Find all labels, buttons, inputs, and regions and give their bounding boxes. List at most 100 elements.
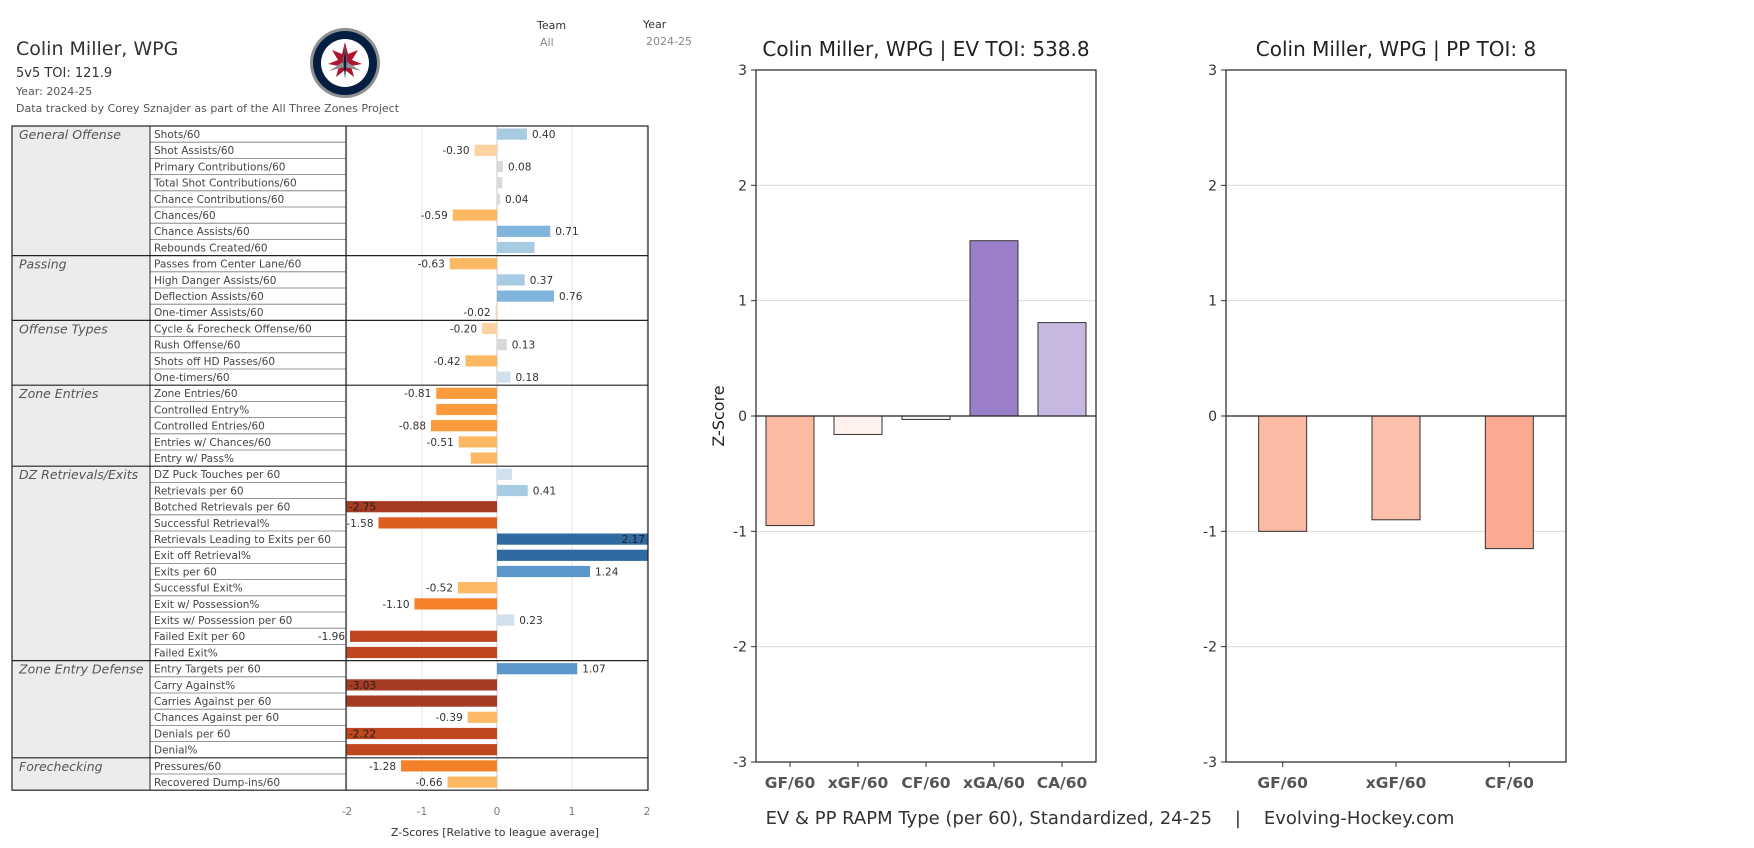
rapm-caption: EV & PP RAPM Type (per 60), Standardized… [765,808,1455,829]
player-title: Colin Miller, WPG [16,38,179,60]
metric-label: Carry Against% [154,680,235,692]
value-label: -1.28 [369,761,396,773]
y-tick-label: 3 [1208,63,1217,79]
metric-label: Chance Contributions/60 [154,194,284,206]
chart-title: Colin Miller, WPG | EV TOI: 538.8 [762,37,1089,61]
group-cell-zone-entries [12,385,150,467]
value-label: 0.08 [508,161,531,173]
team-filter-value[interactable]: All [540,36,554,49]
metric-label: Shots off HD Passes/60 [154,356,275,368]
bar-total-shot-contributions-60 [497,177,503,189]
y-tick-label: 0 [738,409,747,425]
group-label-offense-types: Offense Types [19,321,108,336]
x-tick-label: xGF/60 [1366,774,1427,792]
bar-carries-against-per-60 [346,695,497,707]
table-frame [11,125,649,791]
value-label: -0.51 [427,437,454,449]
toi-label: 5v5 TOI: [16,66,71,81]
metric-label: Exit w/ Possession% [154,599,259,611]
year-label: Year: [16,85,43,98]
bar-one-timers-60 [497,371,511,383]
zscore-table-chart: General Offense Shots/60 0.40 Shot Assists/… [11,125,651,818]
value-label: 1.24 [595,566,619,578]
metric-label: Zone Entries/60 [154,388,238,400]
group-cell-forechecking [12,757,150,791]
value-label: 1.07 [582,664,605,676]
metric-label: Retrievals Leading to Exits per 60 [154,534,331,546]
metric-label: Chance Assists/60 [154,226,250,238]
toi-value: 121.9 [74,66,113,81]
y-tick-label: -1 [733,524,747,540]
bar-chance-assists-60 [497,225,551,237]
year-filter-value[interactable]: 2024-25 [646,35,692,48]
bar-deflection-assists-60 [497,290,554,302]
data-credit: Data tracked by Corey Sznajder as part o… [16,102,400,115]
value-label: -0.42 [433,356,460,368]
value-label: 0.71 [555,226,578,238]
group-cell-offense-types [12,320,150,386]
x-tick-label: 0 [494,806,501,818]
left-x-axis-title: Z-Scores [Relative to league average] [390,826,600,839]
winnipeg-jets-logo-icon [310,28,380,98]
metric-label: Rebounds Created/60 [154,242,268,254]
x-tick-label: xGF/60 [828,774,889,792]
group-cell-passing [12,255,150,321]
value-label: -1.58 [346,518,373,530]
bar-rebounds-created-60 [497,241,535,254]
chart-title: Colin Miller, WPG | PP TOI: 8 [1256,37,1536,61]
metric-label: Carries Against per 60 [154,696,271,708]
toi-line: 5v5 TOI: 121.9 [16,66,112,81]
value-label: 0.40 [532,129,555,141]
value-label: -2.22 [349,728,376,740]
bar-cf-60 [1484,415,1534,550]
group-label-dz-retrievals-exits: DZ Retrievals/Exits [19,467,139,482]
value-label: 0.76 [559,291,583,303]
bar-exits-per-60 [497,565,590,578]
metric-label: Exits w/ Possession per 60 [154,615,292,627]
metric-label: Pressures/60 [154,761,221,773]
metric-label: Retrievals per 60 [154,485,244,497]
bar-recovered-dump-ins-60 [447,776,497,788]
metric-label: Deflection Assists/60 [154,291,264,303]
value-label: -0.52 [426,583,453,595]
bar-retrievals-leading-to-exits-per-60 [497,533,648,545]
bar-exits-w-possession-per-60 [497,614,515,626]
year-filter-label: Year [643,18,667,31]
metric-label: Chances Against per 60 [154,712,279,724]
x-tick-label: CF/60 [901,774,950,792]
y-tick-label: -3 [733,755,747,771]
y-tick-label: -2 [1203,640,1217,656]
value-label: -0.39 [436,712,463,724]
value-label: -1.10 [382,599,409,611]
bar-shots-60 [497,128,527,140]
bar-shots-off-hd-passes-60 [465,355,497,367]
group-cell-zone-entry-defense [12,660,150,758]
value-label: 0.04 [505,194,529,206]
bar-xgf-60 [1371,415,1421,521]
bar-pressures-60 [401,760,497,772]
x-tick-label: CA/60 [1037,774,1088,792]
bar-rush-offense-60 [497,339,507,351]
group-label-forechecking: Forechecking [19,759,103,774]
metric-label: Controlled Entry% [154,404,249,416]
bar-failed-exit [346,646,497,659]
metric-label: Denials per 60 [154,728,230,740]
bar-chances-60 [452,209,497,221]
bar-entries-w-chances-60 [458,436,497,448]
bar-xga-60 [969,240,1019,417]
x-tick-label: -1 [417,806,427,818]
bar-chances-against-per-60 [467,711,497,723]
metric-label: Denial% [154,745,197,757]
bar-exit-w-possession [414,598,497,610]
bar-controlled-entry [436,403,497,416]
bar-controlled-entries-60 [431,420,497,432]
bar-entry-targets-per-60 [497,663,578,675]
y-tick-label: 1 [1208,294,1217,310]
bar-denial [346,744,497,756]
value-label: -2.75 [349,502,376,514]
metric-label: Exits per 60 [154,566,217,578]
y-tick-label: -3 [1203,755,1217,771]
x-tick-label: 2 [644,806,651,818]
group-label-general-offense: General Offense [19,127,121,142]
x-tick-label: GF/60 [765,774,816,792]
